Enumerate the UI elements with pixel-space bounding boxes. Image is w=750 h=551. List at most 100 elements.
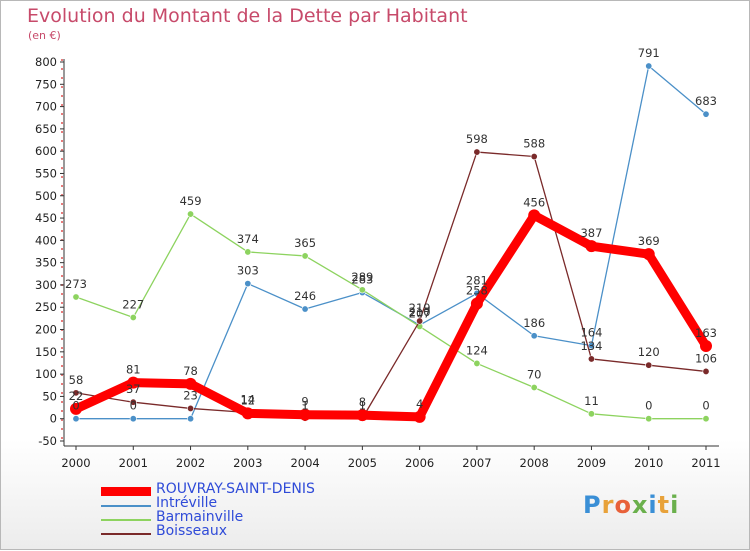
data-point-rouvray-saint-denis [642, 248, 655, 261]
data-label-intr-ville: 0 [72, 399, 79, 413]
data-label-rouvray-saint-denis: 78 [183, 364, 198, 378]
data-point-barmainville [244, 248, 252, 256]
data-point-rouvray-saint-denis [356, 409, 369, 422]
data-label-rouvray-saint-denis: 12 [240, 393, 255, 407]
y-tick-label: 0 [50, 412, 57, 426]
data-label-rouvray-saint-denis: 456 [523, 195, 545, 209]
x-tick-label: 2005 [348, 456, 377, 470]
data-point-boisseaux [187, 404, 195, 412]
data-point-barmainville [645, 415, 653, 423]
data-point-rouvray-saint-denis [585, 240, 598, 253]
data-label-intr-ville: 303 [237, 264, 259, 278]
data-label-boisseaux: 219 [409, 301, 431, 315]
x-tick-label: 2010 [634, 456, 663, 470]
y-tick-label: 750 [35, 77, 57, 91]
data-label-intr-ville: 683 [695, 94, 717, 108]
data-point-intr-ville [72, 415, 80, 423]
data-label-barmainville: 124 [466, 343, 488, 357]
legend-swatch [101, 519, 151, 521]
x-tick-label: 2004 [290, 456, 319, 470]
y-tick-label: 700 [35, 100, 57, 114]
x-tick-label: 2009 [577, 456, 606, 470]
series-line-boisseaux [75, 151, 707, 419]
data-label-barmainville: 227 [122, 297, 144, 311]
data-label-rouvray-saint-denis: 81 [126, 363, 141, 377]
series-line-intr-ville [75, 65, 707, 420]
x-tick-label: 2008 [520, 456, 549, 470]
data-label-boisseaux: 1 [301, 398, 308, 412]
x-tick-label: 2000 [61, 456, 90, 470]
data-label-intr-ville: 283 [351, 273, 373, 287]
data-point-rouvray-saint-denis [299, 408, 312, 421]
data-point-barmainville [187, 210, 195, 218]
x-tick-label: 2007 [462, 456, 491, 470]
x-tick-label: 2002 [176, 456, 205, 470]
data-point-barmainville [129, 313, 137, 321]
logo-letter: i [670, 491, 680, 519]
data-point-barmainville [587, 410, 595, 418]
logo-letter: o [614, 491, 632, 519]
data-label-barmainville: 0 [645, 399, 652, 413]
data-label-intr-ville: 164 [580, 326, 602, 340]
data-point-boisseaux [587, 355, 595, 363]
data-label-barmainville: 374 [237, 232, 259, 246]
data-label-barmainville: 273 [65, 277, 87, 291]
logo-letter: i [648, 491, 658, 519]
data-point-intr-ville [244, 280, 252, 288]
data-label-boisseaux: 1 [359, 398, 366, 412]
logo-letter: t [657, 491, 671, 519]
data-point-rouvray-saint-denis [413, 410, 426, 423]
data-point-intr-ville [187, 415, 195, 423]
data-label-rouvray-saint-denis: 22 [69, 389, 84, 403]
data-point-boisseaux [129, 398, 137, 406]
y-tick-label: 250 [35, 300, 57, 314]
data-point-intr-ville [530, 332, 538, 340]
data-label-barmainville: 0 [702, 399, 709, 413]
data-label-boisseaux: 598 [466, 132, 488, 146]
data-point-barmainville [301, 252, 309, 260]
logo-letter: r [601, 491, 615, 519]
x-tick-label: 2011 [691, 456, 720, 470]
data-point-boisseaux [702, 367, 710, 375]
y-tick-label: 500 [35, 189, 57, 203]
x-tick-label: 2003 [233, 456, 262, 470]
logo-letter: P [583, 491, 602, 519]
legend-label: Boisseaux [156, 523, 227, 539]
data-point-barmainville [702, 415, 710, 423]
data-point-rouvray-saint-denis [700, 340, 712, 353]
data-label-rouvray-saint-denis: 4 [416, 397, 423, 411]
series-line-rouvray-saint-denis [71, 210, 711, 422]
legend-label: Barmainville [156, 509, 244, 525]
data-point-intr-ville [301, 305, 309, 313]
legend-swatch [101, 533, 151, 535]
proxiti-logo: Proxiti [583, 491, 679, 519]
y-tick-label: -50 [38, 434, 57, 448]
data-label-boisseaux: 134 [580, 339, 602, 353]
chart-title: Evolution du Montant de la Dette par Hab… [27, 5, 468, 27]
data-label-barmainville: 11 [584, 394, 599, 408]
x-tick-label: 2001 [119, 456, 148, 470]
logo-letter: x [631, 491, 649, 519]
data-label-intr-ville: 186 [523, 316, 545, 330]
data-point-intr-ville [645, 62, 653, 70]
data-label-boisseaux: 120 [638, 345, 660, 359]
data-label-boisseaux: 23 [183, 388, 198, 402]
data-point-barmainville [72, 293, 80, 301]
data-label-barmainville: 289 [351, 270, 373, 284]
y-tick-label: 400 [35, 233, 57, 247]
data-label-rouvray-saint-denis: 9 [301, 395, 308, 409]
y-tick-label: 350 [35, 256, 57, 270]
data-label-rouvray-saint-denis: 258 [466, 284, 488, 298]
data-label-barmainville: 365 [294, 236, 316, 250]
data-label-boisseaux: 14 [240, 392, 255, 406]
data-point-barmainville [530, 383, 538, 391]
data-point-boisseaux [473, 148, 481, 156]
y-tick-label: 450 [35, 211, 57, 225]
data-label-boisseaux: 106 [695, 351, 717, 365]
chart-unit-label: (en €) [28, 29, 61, 42]
y-tick-label: 600 [35, 144, 57, 158]
y-tick-label: 550 [35, 166, 57, 180]
data-label-barmainville: 207 [409, 306, 431, 320]
